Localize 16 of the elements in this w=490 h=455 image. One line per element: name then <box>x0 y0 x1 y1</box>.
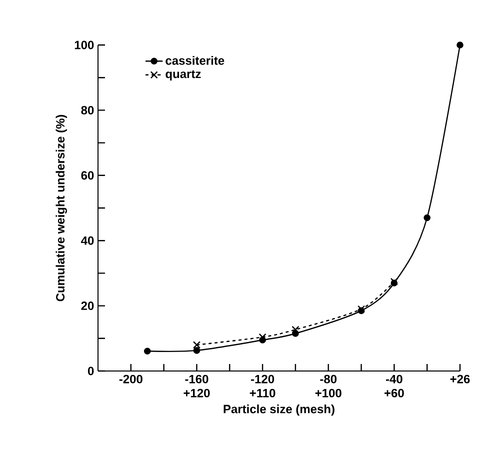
y-tick-label: 100 <box>74 40 94 50</box>
y-tick-label: 60 <box>81 171 94 180</box>
legend-label: cassiterite <box>166 56 224 65</box>
x-tick-label: -200 <box>119 374 142 384</box>
y-tick-label: 40 <box>81 236 94 245</box>
x-tick-label: -120 +110 <box>250 374 276 398</box>
x-axis-title: Particle size (mesh) <box>224 404 334 416</box>
x-tick-label: -160 +120 <box>184 374 210 398</box>
y-tick-label: 20 <box>81 302 94 310</box>
y-tick-label: 0 <box>88 366 94 376</box>
y-tick-label: 80 <box>81 106 94 114</box>
legend-label: quartz <box>166 70 201 81</box>
x-tick-label: -40 +60 <box>384 374 404 398</box>
y-axis-title: Cumulative weight undersize (%) <box>56 114 67 302</box>
x-tick-label: +26 <box>450 374 470 384</box>
x-tick-label: -80 +100 <box>315 374 342 398</box>
